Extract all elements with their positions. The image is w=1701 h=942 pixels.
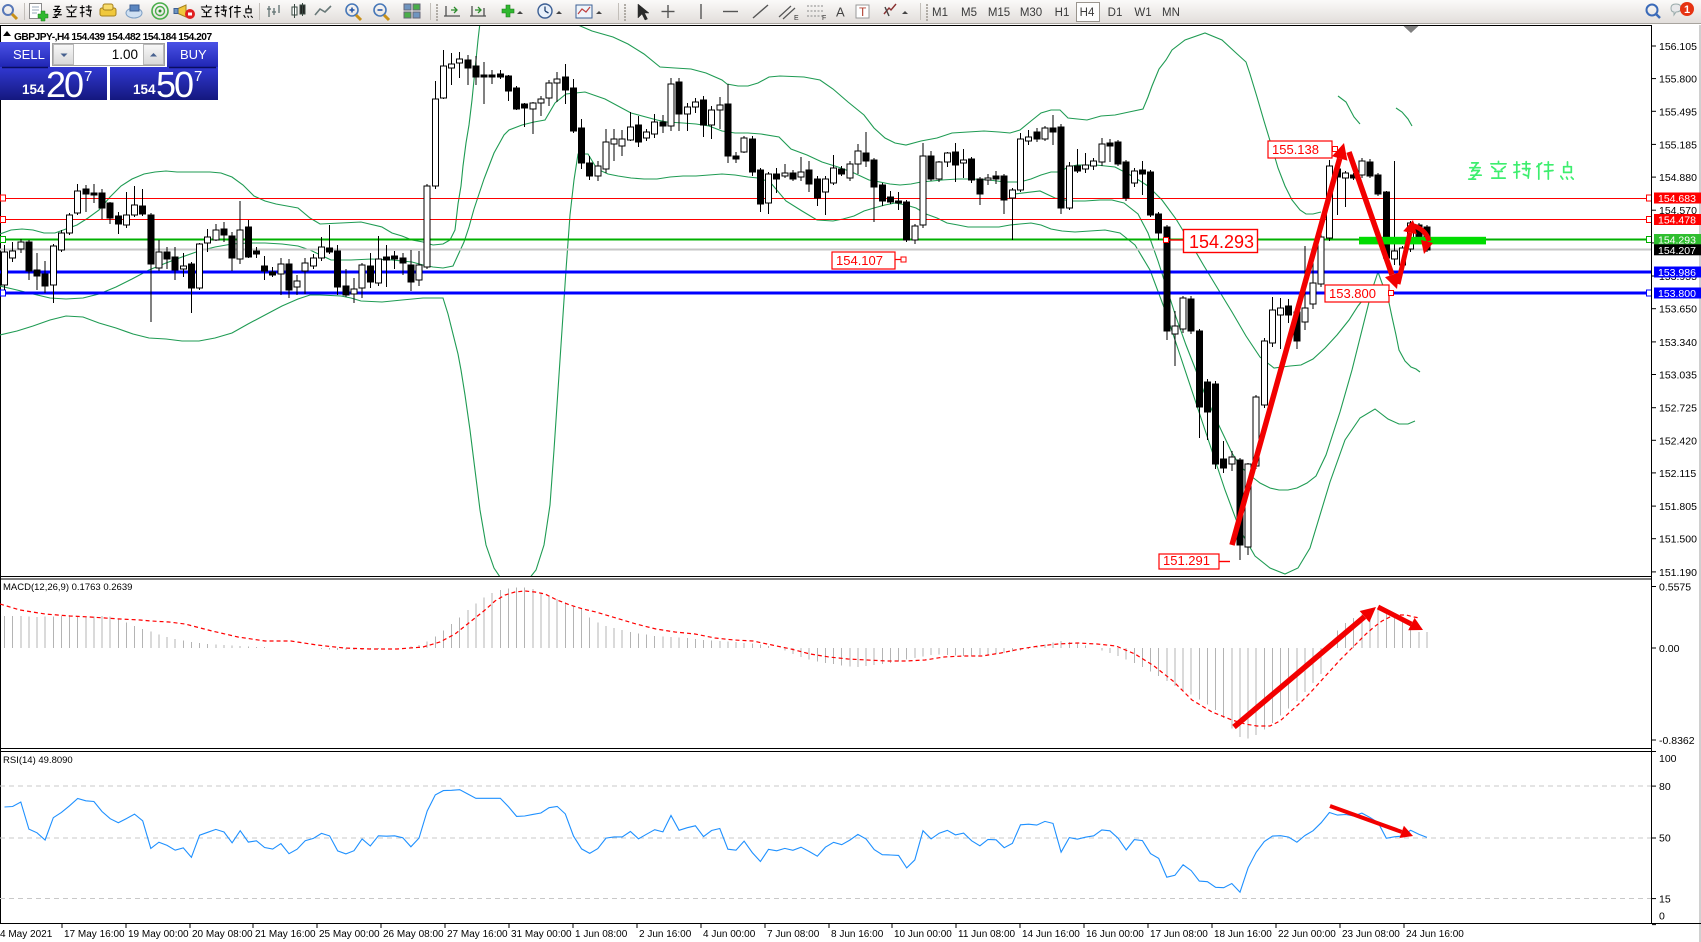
- svg-text:7 Jun 08:00: 7 Jun 08:00: [767, 929, 820, 940]
- svg-text:F: F: [822, 15, 826, 22]
- svg-text:18 Jun 16:00: 18 Jun 16:00: [1214, 929, 1272, 940]
- svg-text:155.138: 155.138: [1272, 142, 1319, 157]
- svg-text:17 May 16:00: 17 May 16:00: [64, 929, 125, 940]
- svg-text:1: 1: [1684, 4, 1690, 16]
- svg-text:4 Jun 00:00: 4 Jun 00:00: [703, 929, 756, 940]
- svg-text:151.190: 151.190: [1659, 567, 1697, 579]
- svg-text:154: 154: [22, 82, 45, 97]
- svg-text:0.5575: 0.5575: [1659, 582, 1691, 594]
- svg-text:19 May 00:00: 19 May 00:00: [128, 929, 189, 940]
- svg-text:7: 7: [194, 68, 202, 85]
- svg-text:153.800: 153.800: [1658, 288, 1696, 300]
- svg-text:31 May 00:00: 31 May 00:00: [511, 929, 572, 940]
- svg-text:8 Jun 16:00: 8 Jun 16:00: [831, 929, 884, 940]
- svg-text:M15: M15: [988, 7, 1010, 19]
- svg-text:154.683: 154.683: [1658, 193, 1696, 205]
- svg-text:154.478: 154.478: [1658, 215, 1696, 227]
- svg-text:GBPJPY-,H4 154.439 154.482 15: GBPJPY-,H4 154.439 154.482 154.184 154.2…: [14, 32, 212, 43]
- svg-text:27 May 16:00: 27 May 16:00: [447, 929, 508, 940]
- svg-text:RSI(14) 49.8090: RSI(14) 49.8090: [3, 755, 73, 766]
- svg-text:50: 50: [156, 64, 193, 105]
- svg-text:1.00: 1.00: [112, 47, 138, 62]
- svg-text:22 Jun 00:00: 22 Jun 00:00: [1278, 929, 1336, 940]
- svg-text:154.293: 154.293: [1658, 235, 1696, 247]
- svg-text:W1: W1: [1134, 7, 1151, 19]
- svg-text:E: E: [794, 15, 799, 22]
- svg-text:155.495: 155.495: [1659, 106, 1697, 118]
- svg-text:15: 15: [1659, 894, 1671, 906]
- svg-text:SELL: SELL: [13, 47, 45, 62]
- svg-text:80: 80: [1659, 781, 1671, 793]
- svg-text:50: 50: [1659, 833, 1671, 845]
- svg-text:154.207: 154.207: [1658, 245, 1696, 257]
- svg-text:21 May 16:00: 21 May 16:00: [255, 929, 316, 940]
- svg-text:153.800: 153.800: [1329, 286, 1376, 301]
- svg-text:H1: H1: [1055, 7, 1070, 19]
- svg-text:153.986: 153.986: [1658, 267, 1696, 279]
- svg-text:154.293: 154.293: [1189, 232, 1254, 252]
- svg-text:152.115: 152.115: [1659, 468, 1696, 480]
- svg-text:152.420: 152.420: [1659, 435, 1697, 447]
- svg-text:M1: M1: [932, 7, 948, 19]
- svg-text:154.880: 154.880: [1659, 172, 1697, 184]
- svg-text:7: 7: [84, 68, 92, 85]
- svg-text:MN: MN: [1162, 7, 1180, 19]
- svg-text:20 May 08:00: 20 May 08:00: [192, 929, 253, 940]
- svg-text:-0.8362: -0.8362: [1659, 735, 1695, 747]
- svg-text:151.805: 151.805: [1659, 501, 1697, 513]
- svg-text:A: A: [836, 5, 845, 20]
- svg-text:153.650: 153.650: [1659, 304, 1697, 316]
- svg-text:20: 20: [46, 64, 83, 105]
- svg-text:100: 100: [1659, 753, 1677, 765]
- svg-text:10 Jun 00:00: 10 Jun 00:00: [894, 929, 952, 940]
- svg-text:151.500: 151.500: [1659, 534, 1697, 546]
- svg-text:D1: D1: [1108, 7, 1123, 19]
- svg-text:0: 0: [1659, 911, 1665, 923]
- svg-text:25 May 00:00: 25 May 00:00: [319, 929, 380, 940]
- svg-text:H4: H4: [1080, 7, 1095, 19]
- svg-text:14 Jun 16:00: 14 Jun 16:00: [1022, 929, 1080, 940]
- svg-text:0.00: 0.00: [1659, 643, 1680, 655]
- svg-text:1 Jun 08:00: 1 Jun 08:00: [575, 929, 628, 940]
- svg-text:155.185: 155.185: [1659, 139, 1697, 151]
- svg-text:T: T: [859, 5, 867, 19]
- svg-text:BUY: BUY: [180, 47, 207, 62]
- svg-text:M5: M5: [961, 7, 977, 19]
- svg-text:156.105: 156.105: [1659, 41, 1697, 53]
- svg-text:151.291: 151.291: [1163, 553, 1210, 568]
- svg-text:M30: M30: [1020, 7, 1042, 19]
- svg-text:11 Jun 08:00: 11 Jun 08:00: [958, 929, 1016, 940]
- svg-text:MACD(12,26,9) 0.1763 0.2639: MACD(12,26,9) 0.1763 0.2639: [3, 582, 132, 593]
- svg-text:152.725: 152.725: [1659, 403, 1697, 415]
- svg-text:23 Jun 08:00: 23 Jun 08:00: [1342, 929, 1400, 940]
- svg-text:154.107: 154.107: [836, 253, 883, 268]
- svg-text:2 Jun 16:00: 2 Jun 16:00: [639, 929, 692, 940]
- svg-text:153.340: 153.340: [1659, 337, 1697, 349]
- svg-text:155.800: 155.800: [1659, 74, 1697, 86]
- svg-text:16 Jun 00:00: 16 Jun 00:00: [1086, 929, 1144, 940]
- svg-text:26 May 08:00: 26 May 08:00: [383, 929, 444, 940]
- svg-text:17 Jun 08:00: 17 Jun 08:00: [1150, 929, 1208, 940]
- svg-text:24 Jun 16:00: 24 Jun 16:00: [1406, 929, 1464, 940]
- svg-text:154: 154: [133, 82, 156, 97]
- svg-text:4 May 2021: 4 May 2021: [0, 929, 53, 940]
- svg-text:153.035: 153.035: [1659, 370, 1697, 382]
